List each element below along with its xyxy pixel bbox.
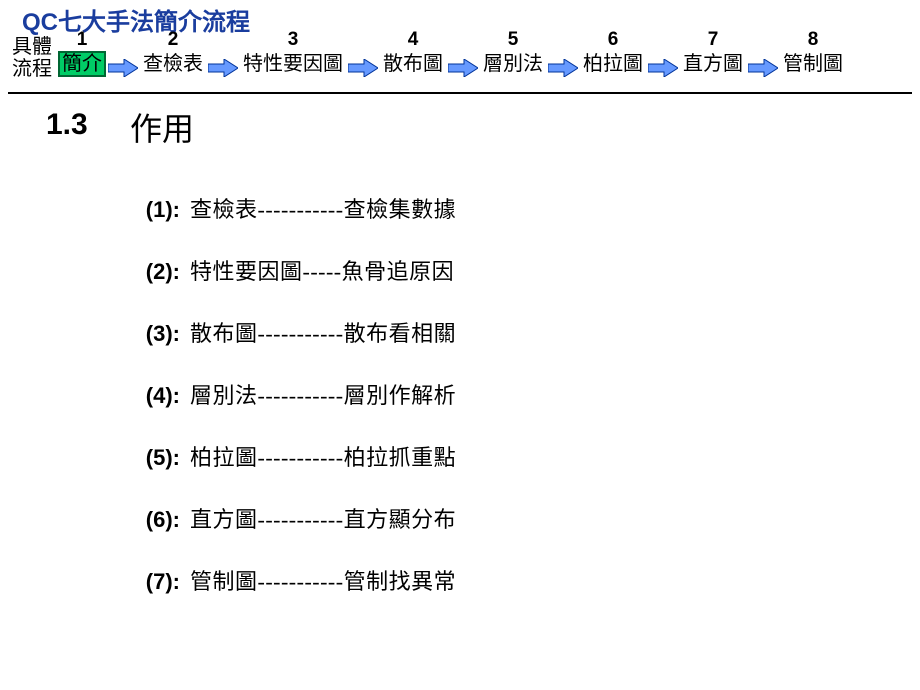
arrow-icon — [546, 58, 580, 78]
flow-step-3: 3 特性要因圖 — [240, 30, 346, 77]
section-number: 1.3 — [46, 108, 88, 142]
list-item: (3): 散布圖-----------散布看相關 — [128, 316, 456, 348]
flow-step-num: 1 — [77, 30, 88, 49]
flow-step-label: 柏拉圖 — [580, 51, 646, 77]
divider — [8, 92, 912, 94]
list-item: (2): 特性要因圖-----魚骨追原因 — [128, 254, 456, 286]
item-text: 直方圖-----------直方顯分布 — [190, 502, 456, 534]
flow-step-5: 5 層別法 — [480, 30, 546, 77]
flow-step-num: 6 — [608, 30, 619, 49]
flow-step-label: 查檢表 — [140, 51, 206, 77]
list-item: (7): 管制圖-----------管制找異常 — [128, 564, 456, 596]
item-number: (3): — [128, 321, 180, 347]
item-number: (7): — [128, 569, 180, 595]
flow-prefix-line1: 具體 — [12, 36, 52, 58]
flow-step-label: 管制圖 — [780, 51, 846, 77]
flow-step-label: 直方圖 — [680, 51, 746, 77]
list-item: (5): 柏拉圖-----------柏拉抓重點 — [128, 440, 456, 472]
flow-step-num: 2 — [168, 30, 179, 49]
flow-step-num: 4 — [408, 30, 419, 49]
item-text: 查檢表-----------查檢集數據 — [190, 192, 456, 224]
arrow-icon — [206, 58, 240, 78]
arrow-icon — [446, 58, 480, 78]
item-text: 散布圖-----------散布看相關 — [190, 316, 456, 348]
item-number: (2): — [128, 259, 180, 285]
item-number: (5): — [128, 445, 180, 471]
arrow-icon — [106, 58, 140, 78]
flow-step-label: 散布圖 — [380, 51, 446, 77]
flow-prefix-label: 具體 流程 — [12, 36, 52, 80]
list-item: (6): 直方圖-----------直方顯分布 — [128, 502, 456, 534]
item-number: (6): — [128, 507, 180, 533]
flow-step-label: 特性要因圖 — [240, 51, 346, 77]
flow-steps-container: 1 簡介 2 查檢表 3 特性要因圖 4 散布圖 5 層別法 6 柏拉圖 7 直方圖 8 管制圖 — [58, 30, 846, 78]
list-item: (4): 層別法-----------層別作解析 — [128, 378, 456, 410]
flow-step-num: 5 — [508, 30, 519, 49]
section-title: 作用 — [130, 104, 194, 150]
arrow-icon — [346, 58, 380, 78]
item-number: (4): — [128, 383, 180, 409]
flow-step-7: 7 直方圖 — [680, 30, 746, 77]
item-text: 層別法-----------層別作解析 — [190, 378, 456, 410]
item-text: 特性要因圖-----魚骨追原因 — [190, 254, 454, 286]
flow-step-num: 7 — [708, 30, 719, 49]
flow-step-4: 4 散布圖 — [380, 30, 446, 77]
flow-prefix-line2: 流程 — [12, 58, 52, 80]
flow-step-6: 6 柏拉圖 — [580, 30, 646, 77]
flow-step-2: 2 查檢表 — [140, 30, 206, 77]
flow-step-1: 1 簡介 — [58, 30, 106, 77]
flow-step-num: 8 — [808, 30, 819, 49]
flow-step-num: 3 — [288, 30, 299, 49]
item-text: 管制圖-----------管制找異常 — [190, 564, 456, 596]
flow-step-label: 層別法 — [480, 51, 546, 77]
flow-step-8: 8 管制圖 — [780, 30, 846, 77]
list-item: (1): 查檢表-----------查檢集數據 — [128, 192, 456, 224]
item-text: 柏拉圖-----------柏拉抓重點 — [190, 440, 456, 472]
flow-step-label: 簡介 — [58, 51, 106, 77]
item-number: (1): — [128, 197, 180, 223]
list-container: (1): 查檢表-----------查檢集數據 (2): 特性要因圖-----魚骨追… — [128, 192, 456, 626]
arrow-icon — [746, 58, 780, 78]
arrow-icon — [646, 58, 680, 78]
